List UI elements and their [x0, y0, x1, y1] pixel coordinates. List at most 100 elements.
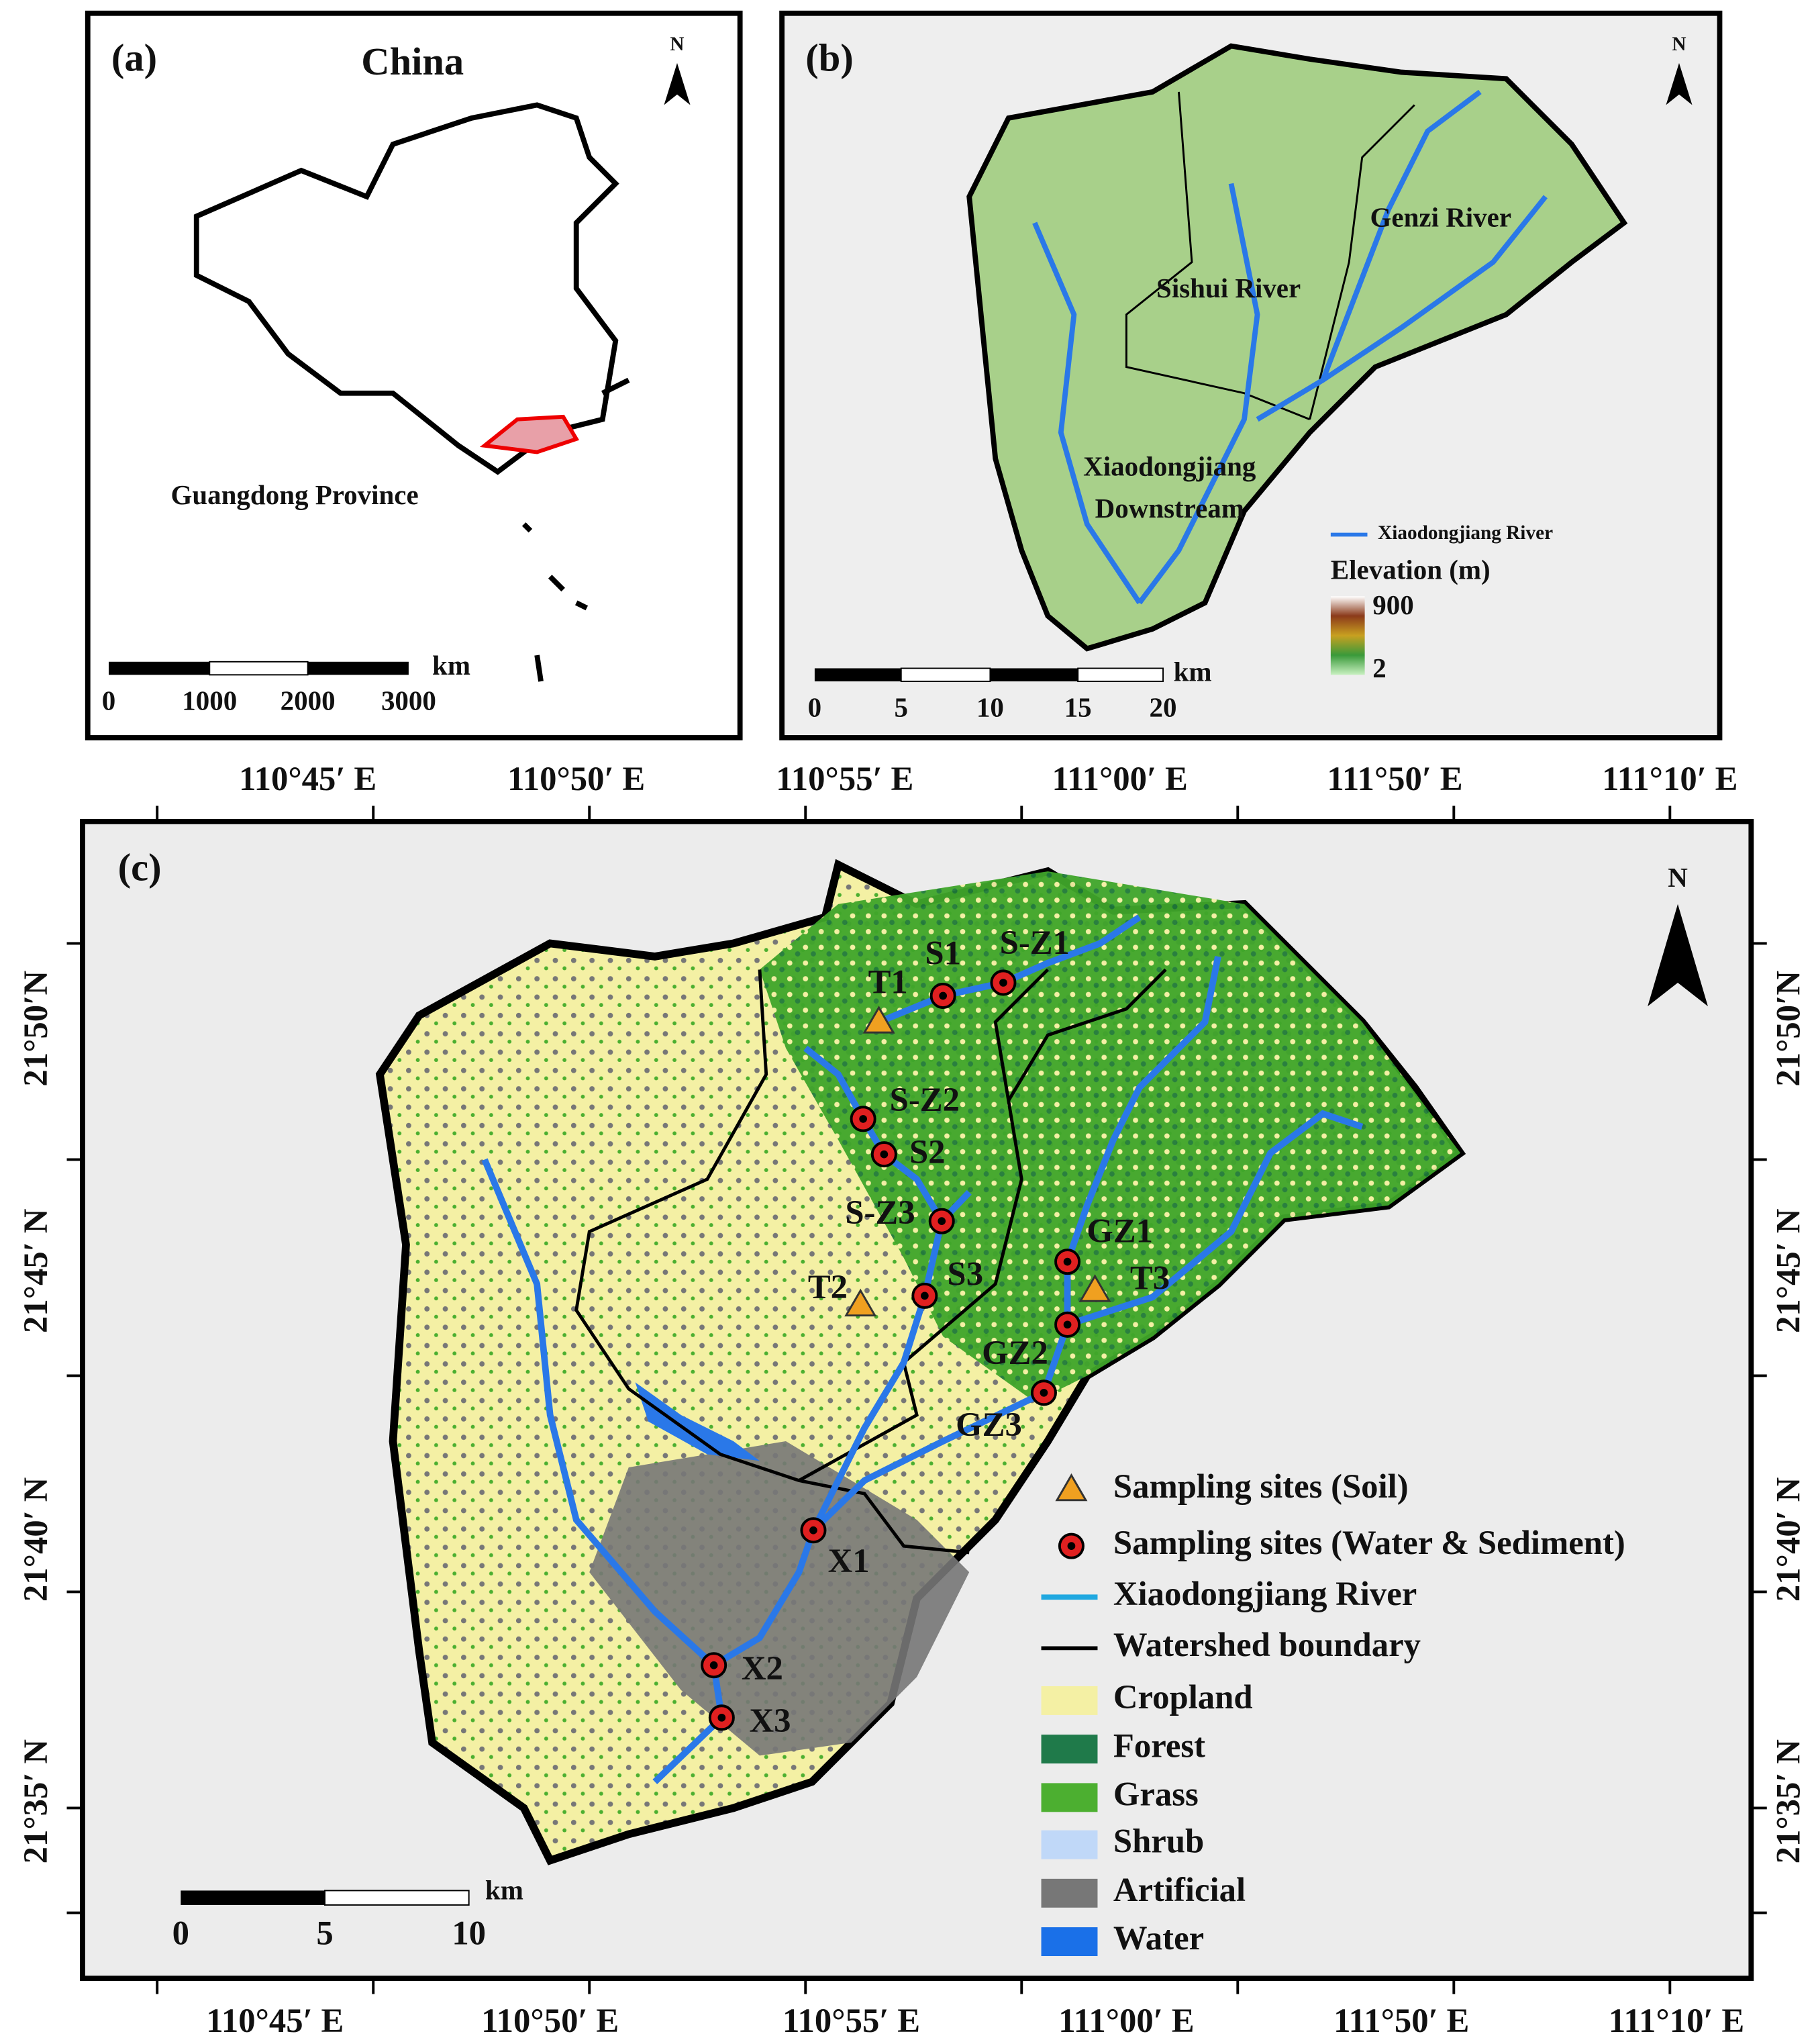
- scale-bar: [324, 1890, 470, 1906]
- legend-label: Xiaodongjiang River: [1113, 1575, 1417, 1612]
- sub-boundary: [1125, 91, 1415, 421]
- scale-label: 5: [316, 1914, 333, 1951]
- site-label: T2: [808, 1268, 848, 1306]
- north-arrow: [1666, 62, 1693, 105]
- panel-label: (a): [111, 36, 157, 79]
- site-marker: [999, 979, 1007, 987]
- site-label: S-Z1: [1000, 924, 1070, 961]
- legend-label: Water: [1113, 1919, 1204, 1957]
- lon-label: 111°10′ E: [1609, 2002, 1744, 2039]
- scale-label: 1000: [182, 685, 237, 716]
- north-arrow: [664, 62, 691, 105]
- legend-label: Forest: [1113, 1726, 1205, 1764]
- north-label: N: [670, 34, 684, 55]
- lat-label: 21°45′ N: [1769, 1209, 1807, 1333]
- legend-label: Cropland: [1113, 1678, 1253, 1716]
- scale-bar: [900, 667, 991, 683]
- scale-label: 15: [1064, 691, 1092, 722]
- scale-label: 10: [976, 691, 1004, 722]
- islands: [521, 377, 630, 682]
- scale-unit: km: [432, 650, 470, 681]
- site-marker: [1040, 1388, 1048, 1397]
- lon-label: 110°50′ E: [507, 760, 645, 797]
- scale-label: 3000: [381, 685, 436, 716]
- scale-bar: [307, 661, 409, 675]
- lon-label: 111°00′ E: [1058, 2002, 1194, 2039]
- lon-label: 110°50′ E: [481, 2002, 619, 2039]
- legend-swatch: [1041, 1686, 1098, 1715]
- legend-label: Sampling sites (Soil): [1113, 1467, 1409, 1505]
- site-marker: [1078, 1274, 1111, 1302]
- legend-swatch: [1041, 1927, 1098, 1957]
- region-label: Guangdong Province: [171, 479, 419, 510]
- legend-label: Watershed boundary: [1113, 1626, 1421, 1663]
- legend-swatch: [1041, 1783, 1098, 1812]
- legend-label: Artificial: [1113, 1871, 1246, 1908]
- site-marker: [1067, 1542, 1076, 1551]
- guangdong: [479, 414, 580, 454]
- lon-label: 110°45′ E: [206, 2002, 344, 2039]
- scale-bar: [108, 661, 210, 675]
- artificial-area: [589, 1441, 970, 1756]
- scale-label: 20: [1150, 691, 1177, 722]
- panel-label: (b): [805, 36, 854, 79]
- lat-label: 21°50′N: [1769, 971, 1807, 1087]
- scale-bar: [814, 668, 901, 682]
- scale-bar: [209, 661, 309, 676]
- region-label: Downstream: [1095, 493, 1244, 524]
- river: [1032, 89, 1548, 605]
- north-label: N: [1672, 34, 1686, 55]
- site-label: S1: [925, 934, 961, 972]
- lon-label: 111°10′ E: [1602, 760, 1737, 797]
- region-label: Xiaodongjiang: [1083, 450, 1256, 481]
- site-label: X3: [750, 1702, 791, 1739]
- scale-label: 2000: [281, 685, 336, 716]
- lon-label: 111°50′ E: [1333, 2002, 1469, 2039]
- lat-label: 21°40′ N: [17, 1477, 54, 1602]
- site-label: GZ3: [956, 1406, 1022, 1443]
- scale-label: 5: [894, 691, 907, 722]
- legend-label: 900: [1372, 589, 1413, 620]
- site-marker: [880, 1150, 889, 1159]
- site-label: T3: [1130, 1259, 1170, 1297]
- site-marker: [862, 1006, 895, 1034]
- scale-unit: km: [485, 1875, 523, 1906]
- site-label: T1: [868, 963, 908, 1000]
- north-label: N: [1668, 862, 1688, 893]
- site-label: S-Z3: [845, 1194, 915, 1231]
- lat-label: 21°35′ N: [17, 1739, 54, 1863]
- lon-label: 110°55′ E: [776, 760, 913, 797]
- legend-label: Grass: [1113, 1775, 1199, 1813]
- legend-label: 2: [1372, 652, 1386, 683]
- elevation-ramp: [1330, 596, 1365, 675]
- lat-label: 21°45′ N: [17, 1209, 54, 1333]
- scale-label: 0: [808, 691, 821, 722]
- site-marker: [859, 1115, 867, 1123]
- legend-swatch: [1041, 1735, 1098, 1764]
- scale-label: 0: [102, 685, 115, 716]
- north-arrow: [1648, 904, 1708, 1007]
- site-label: X2: [742, 1649, 783, 1687]
- legend-label: Xiaodongjiang River: [1378, 522, 1553, 544]
- site-marker: [844, 1288, 877, 1317]
- site-marker: [1063, 1320, 1072, 1329]
- legend-label: Shrub: [1113, 1822, 1204, 1860]
- scale-unit: km: [1174, 656, 1212, 687]
- site-marker: [938, 1217, 946, 1226]
- site-marker: [939, 991, 948, 1000]
- site-marker: [717, 1713, 726, 1722]
- lat-label: 21°50′N: [17, 971, 54, 1087]
- site-marker: [1055, 1473, 1088, 1502]
- water-body: [635, 1382, 760, 1461]
- scale-bar: [181, 1890, 325, 1905]
- legend-label: Sampling sites (Water & Sediment): [1113, 1524, 1625, 1561]
- site-label: GZ2: [982, 1334, 1048, 1371]
- legend-title: Elevation (m): [1331, 554, 1491, 585]
- scale-bar: [990, 668, 1078, 682]
- watershed: [966, 43, 1628, 652]
- site-label: X1: [828, 1542, 870, 1579]
- lon-label: 110°45′ E: [239, 760, 376, 797]
- region-label: Genzi River: [1370, 202, 1511, 233]
- sub-boundary: [574, 968, 1167, 1555]
